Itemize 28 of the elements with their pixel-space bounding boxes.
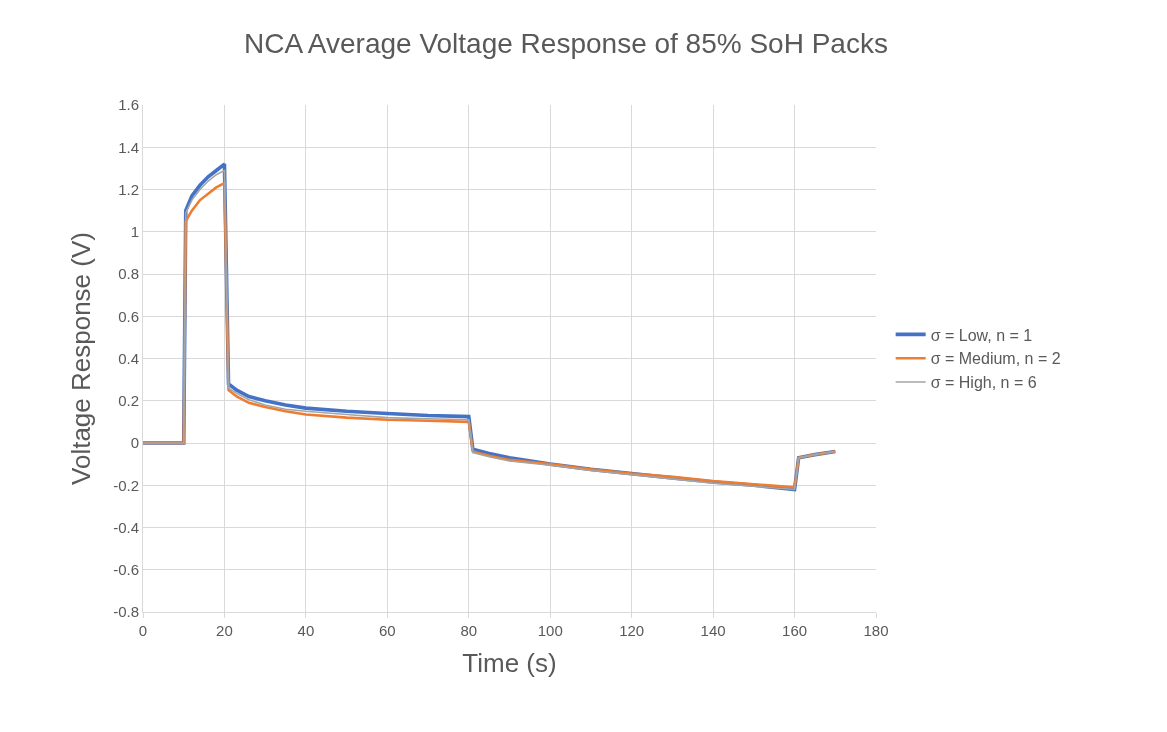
y-axis-title: Voltage Response (V) <box>65 232 96 485</box>
x-tick-label: 120 <box>619 622 645 639</box>
y-tick-label: 0 <box>130 434 139 452</box>
legend-label: σ = Medium, n = 2 <box>930 350 1061 368</box>
y-tick-label: 1 <box>130 223 139 240</box>
x-tick-label: 40 <box>297 622 315 639</box>
x-axis-title: Time (s) <box>462 647 557 678</box>
y-tick-label: -0.6 <box>113 561 139 578</box>
y-tick-label: -0.8 <box>113 603 139 621</box>
y-tick-label: 1.6 <box>118 96 139 114</box>
x-tick-label: 100 <box>537 622 563 639</box>
y-tick-label: -0.4 <box>113 518 139 536</box>
x-tick-label: 80 <box>460 622 478 639</box>
y-tick-label: 0.6 <box>118 307 139 325</box>
y-tick-label: 0.8 <box>118 265 139 283</box>
x-tick-label: 160 <box>782 622 808 639</box>
legend-label: σ = High, n = 6 <box>930 374 1037 392</box>
x-tick-label: 20 <box>216 622 233 639</box>
y-tick-label: 0.2 <box>118 392 139 409</box>
y-tick-label: 1.2 <box>118 180 139 198</box>
chart-title: NCA Average Voltage Response of 85% SoH Packs <box>244 27 888 59</box>
x-tick-label: 60 <box>378 622 396 639</box>
legend-label: σ = Low, n = 1 <box>930 326 1033 344</box>
x-tick-label: 180 <box>863 622 889 639</box>
x-tick-label: 140 <box>700 622 726 639</box>
y-tick-label: 1.4 <box>118 138 139 156</box>
y-tick-label: 0.4 <box>118 349 139 367</box>
y-tick-label: -0.2 <box>113 476 139 494</box>
